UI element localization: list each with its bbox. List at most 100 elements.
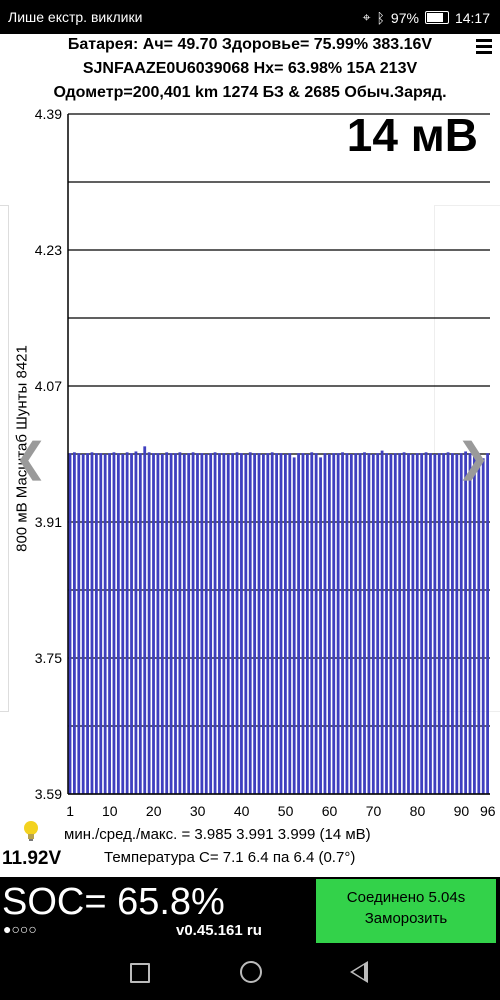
chart-bar: [398, 453, 402, 794]
location-icon: ⌖: [362, 9, 371, 25]
chart-bar: [130, 453, 133, 794]
x-tick-label: 10: [102, 803, 118, 819]
chart-bar: [226, 454, 230, 794]
chart-bar: [327, 454, 331, 794]
chart-bar: [424, 452, 428, 794]
battery-percent: 97%: [390, 9, 419, 26]
chart-bar: [349, 454, 353, 794]
chart-bar: [297, 453, 300, 794]
chart-bar: [266, 453, 270, 794]
x-tick-label: 80: [410, 803, 426, 819]
chart-bar: [345, 453, 349, 794]
chart-bar: [468, 453, 472, 794]
chart-bar: [477, 453, 481, 794]
bottom-bar: SOC= 65.8% ●○○○ v0.45.161 ru Соединено 5…: [0, 877, 500, 945]
aux-battery-voltage: 11.92V: [2, 848, 62, 869]
chart-bar: [310, 452, 314, 794]
android-nav-bar: [0, 945, 500, 1000]
chart-bar: [407, 453, 410, 794]
chart-bar: [143, 446, 147, 794]
left-side-panel: [0, 205, 9, 712]
chart-bar: [72, 452, 76, 794]
chart-bar: [138, 453, 142, 794]
back-icon[interactable]: [350, 961, 368, 983]
chart-bar: [442, 453, 446, 794]
chart-bar: [446, 452, 450, 794]
chart-bar: [451, 453, 454, 794]
chart-bar: [279, 453, 283, 794]
bulb-icon[interactable]: [22, 820, 40, 842]
battery-icon: [424, 11, 449, 24]
chart-bar: [191, 452, 195, 794]
chart-bar: [429, 453, 432, 794]
chart-bar: [248, 452, 252, 794]
chart-bar: [486, 453, 489, 794]
chart-bar: [270, 452, 274, 794]
menu-icon[interactable]: [476, 36, 492, 57]
chart-bar: [464, 451, 468, 794]
min-avg-max-stats: мин./сред./макс. = 3.985 3.991 3.999 (14…: [64, 826, 371, 843]
x-tick-label: 96: [480, 803, 496, 819]
chart-bar: [187, 453, 191, 794]
x-tick-label: 30: [190, 803, 206, 819]
y-tick-label: 3.75: [35, 650, 62, 666]
chart-bar: [116, 453, 120, 794]
chart-bar: [283, 454, 287, 794]
temperature-line: Температура С= 7.1 6.4 па 6.4 (0.7°): [104, 849, 356, 866]
chart-bar: [292, 457, 296, 794]
chart-bar: [108, 453, 111, 794]
vin-line: SJNFAAZE0U6039068 Hx= 63.98% 15A 213V: [82, 60, 418, 77]
x-tick-label: 70: [366, 803, 382, 819]
chart-svg: 4.39 4.23 4.07 3.91 3.75 3.591 10 20 30 40 50 60 70 8…: [35, 106, 496, 819]
chart-bar: [240, 453, 243, 794]
chart-bar: [262, 454, 265, 794]
chart-bar: [222, 453, 226, 794]
chart-bar: [209, 453, 213, 794]
recents-icon[interactable]: [130, 963, 150, 983]
chart-bar: [200, 453, 204, 794]
chart-bar: [218, 453, 221, 794]
chart-bar: [455, 454, 459, 794]
chart-bar: [402, 452, 406, 794]
chart-bar: [257, 453, 261, 794]
chart-bar: [213, 452, 217, 794]
chart-bar: [196, 453, 199, 794]
page-indicator[interactable]: ●○○○: [3, 921, 37, 937]
chevron-left-icon[interactable]: ❮: [14, 436, 48, 480]
chart-bar: [204, 454, 208, 794]
x-tick-label: 60: [322, 803, 338, 819]
chart-bar: [415, 453, 419, 794]
chart-bar: [411, 454, 415, 794]
x-tick-label: 90: [454, 803, 470, 819]
chart-bar: [253, 453, 257, 794]
chart-bar: [169, 453, 173, 794]
chart-bar: [319, 457, 322, 794]
chart-bar: [385, 453, 388, 794]
chart-bar: [437, 453, 441, 794]
chart-bar: [90, 452, 94, 794]
chart-bar: [94, 453, 98, 794]
chart-bar: [112, 452, 116, 794]
x-tick-label: 40: [234, 803, 250, 819]
x-tick-label: 20: [146, 803, 162, 819]
chart-bar: [393, 453, 397, 794]
app-version: v0.45.161 ru: [176, 922, 262, 939]
chart-bar: [367, 453, 371, 794]
cell-voltage-chart[interactable]: 4.39 4.23 4.07 3.91 3.75 3.59 1 10 20 30 40 50 60 70 8…: [0, 104, 500, 824]
chevron-right-icon[interactable]: ❯: [456, 436, 490, 480]
chart-bar: [323, 453, 327, 794]
chart-bar: [363, 452, 366, 794]
chart-bar: [389, 454, 393, 794]
y-tick-label: 3.59: [35, 786, 62, 802]
chart-bar: [420, 453, 424, 794]
home-icon[interactable]: [240, 961, 262, 983]
connection-freeze-button[interactable]: Соединено 5.04s Заморозить: [316, 879, 496, 943]
chart-bar: [358, 453, 362, 794]
chart-bar: [231, 453, 235, 794]
chart-bar: [165, 452, 169, 794]
chart-bar: [305, 454, 309, 794]
chart-bar: [341, 452, 344, 794]
x-tick-label: 1: [66, 803, 74, 819]
delta-readout: 14 мВ: [346, 109, 478, 161]
chart-bar: [235, 452, 239, 794]
